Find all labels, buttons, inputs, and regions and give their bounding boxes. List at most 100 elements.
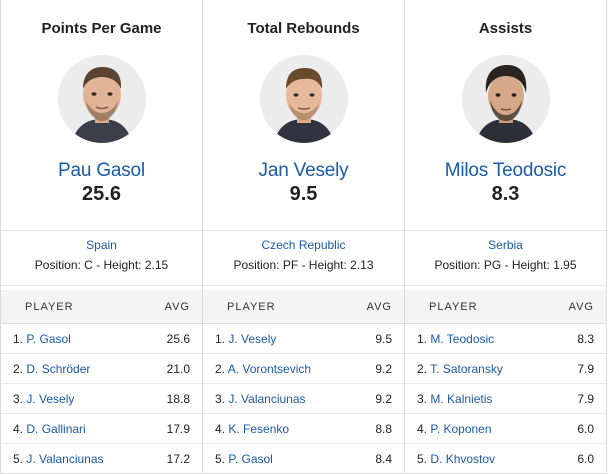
position-height: Position: PG - Height: 1.95 [434,257,577,272]
table-row: 5. J. Valanciunas 17.2 [1,444,202,474]
row-player-link[interactable]: K. Fesenko [228,421,290,436]
row-rank: 2. [13,361,24,376]
row-avg: 9.5 [375,331,392,346]
leader-name-link[interactable]: Milos Teodosic [444,160,567,181]
leader-value: 25.6 [82,183,121,205]
row-rank: 1. [417,331,428,346]
table-row: 2. A. Vorontsevich 9.2 [203,354,404,384]
leader-value: 9.5 [289,183,318,205]
stat-title: Points Per Game [41,20,162,37]
row-avg: 6.0 [577,452,594,466]
header-avg: AVG [568,300,594,313]
row-rank: 5. [13,452,24,466]
row-avg: 21.0 [166,361,190,376]
row-avg: 7.9 [577,391,594,406]
row-avg: 25.6 [166,331,190,346]
row-player-link[interactable]: M. Kalnietis [430,391,493,406]
header-player: PLAYER [25,300,74,313]
row-player-link[interactable]: T. Satoransky [430,361,503,376]
leader-card: Points Per Game Pau Gasol 25.6 [1,0,202,231]
leader-info: Czech Republic Position: PF - Height: 2.… [203,231,404,287]
table-row: 2. T. Satoransky 7.9 [405,354,606,384]
leader-card: Assists Milos Teodosic 8.3 [405,0,606,231]
row-rank: 4. [215,421,226,436]
row-rank: 5. [215,452,226,466]
row-player-link[interactable]: D. Khvostov [430,452,496,466]
stat-title: Total Rebounds [247,20,360,37]
row-player-link[interactable]: J. Valanciunas [228,391,306,406]
row-rank: 4. [417,421,428,436]
country-link[interactable]: Serbia [488,237,523,252]
row-avg: 9.2 [375,391,392,406]
table-row: 4. P. Koponen 6.0 [405,414,606,444]
header-player: PLAYER [227,300,276,313]
header-avg: AVG [164,300,190,313]
table-row: 5. P. Gasol 8.4 [203,444,404,474]
leaders-table: 1. P. Gasol 25.6 2. D. Schröder 21.0 3. … [1,324,202,474]
table-row: 1. M. Teodosic 8.3 [405,324,606,354]
table-header: PLAYER AVG [1,290,202,324]
row-rank: 2. [215,361,226,376]
row-rank: 4. [13,421,24,436]
stat-title: Assists [478,20,533,37]
stat-column-points: Points Per Game Pau Gasol 25.6 Spain [0,0,203,474]
row-rank: 2. [417,361,428,376]
country-link[interactable]: Spain [86,237,117,252]
leader-info: Serbia Position: PG - Height: 1.95 [405,231,606,287]
row-avg: 9.2 [375,361,392,376]
row-avg: 7.9 [577,361,594,376]
table-row: 4. K. Fesenko 8.8 [203,414,404,444]
row-rank: 3. [215,391,226,406]
player-photo-icon[interactable] [57,55,146,143]
header-avg: AVG [366,300,392,313]
leaders-table: 1. M. Teodosic 8.3 2. T. Satoransky 7.9 … [405,324,606,474]
stat-column-assists: Assists Milos Teodosic 8.3 Serbia P [405,0,607,474]
row-player-link[interactable]: J. Valanciunas [26,452,104,466]
player-photo-icon[interactable] [461,55,550,143]
row-rank: 3. [13,391,24,406]
table-header: PLAYER AVG [203,290,404,324]
stat-column-rebounds: Total Rebounds Jan Vesely 9.5 Czech Repu… [203,0,405,474]
position-height: Position: PF - Height: 2.13 [233,257,374,272]
leader-value: 8.3 [491,183,520,205]
leader-card: Total Rebounds Jan Vesely 9.5 [203,0,404,231]
row-player-link[interactable]: J. Vesely [228,331,277,346]
table-row: 5. D. Khvostov 6.0 [405,444,606,474]
row-avg: 8.3 [577,331,594,346]
table-header: PLAYER AVG [405,290,606,324]
table-row: 3. J. Valanciunas 9.2 [203,384,404,414]
leaders-table: 1. J. Vesely 9.5 2. A. Vorontsevich 9.2 … [203,324,404,474]
leader-info: Spain Position: C - Height: 2.15 [1,231,202,287]
table-row: 3. J. Vesely 18.8 [1,384,202,414]
table-row: 1. P. Gasol 25.6 [1,324,202,354]
row-player-link[interactable]: D. Gallinari [26,421,86,436]
row-player-link[interactable]: J. Vesely [26,391,75,406]
row-rank: 1. [215,331,226,346]
country-link[interactable]: Czech Republic [261,237,346,252]
row-rank: 1. [13,331,24,346]
table-row: 1. J. Vesely 9.5 [203,324,404,354]
table-row: 4. D. Gallinari 17.9 [1,414,202,444]
player-photo-icon[interactable] [259,55,348,143]
row-player-link[interactable]: A. Vorontsevich [227,361,312,376]
leader-name-link[interactable]: Jan Vesely [258,160,349,181]
row-player-link[interactable]: P. Gasol [228,452,273,466]
table-row: 2. D. Schröder 21.0 [1,354,202,384]
row-avg: 17.9 [166,421,190,436]
row-rank: 3. [417,391,428,406]
row-player-link[interactable]: M. Teodosic [430,331,495,346]
table-row: 3. M. Kalnietis 7.9 [405,384,606,414]
row-avg: 18.8 [166,391,190,406]
row-player-link[interactable]: D. Schröder [26,361,91,376]
row-rank: 5. [417,452,428,466]
row-avg: 6.0 [577,421,594,436]
row-avg: 17.2 [166,452,190,466]
leader-name-link[interactable]: Pau Gasol [58,160,145,181]
row-avg: 8.4 [375,452,392,466]
position-height: Position: C - Height: 2.15 [34,257,169,272]
row-player-link[interactable]: P. Gasol [26,331,71,346]
row-player-link[interactable]: P. Koponen [430,421,492,436]
row-avg: 8.8 [375,421,392,436]
header-player: PLAYER [429,300,478,313]
